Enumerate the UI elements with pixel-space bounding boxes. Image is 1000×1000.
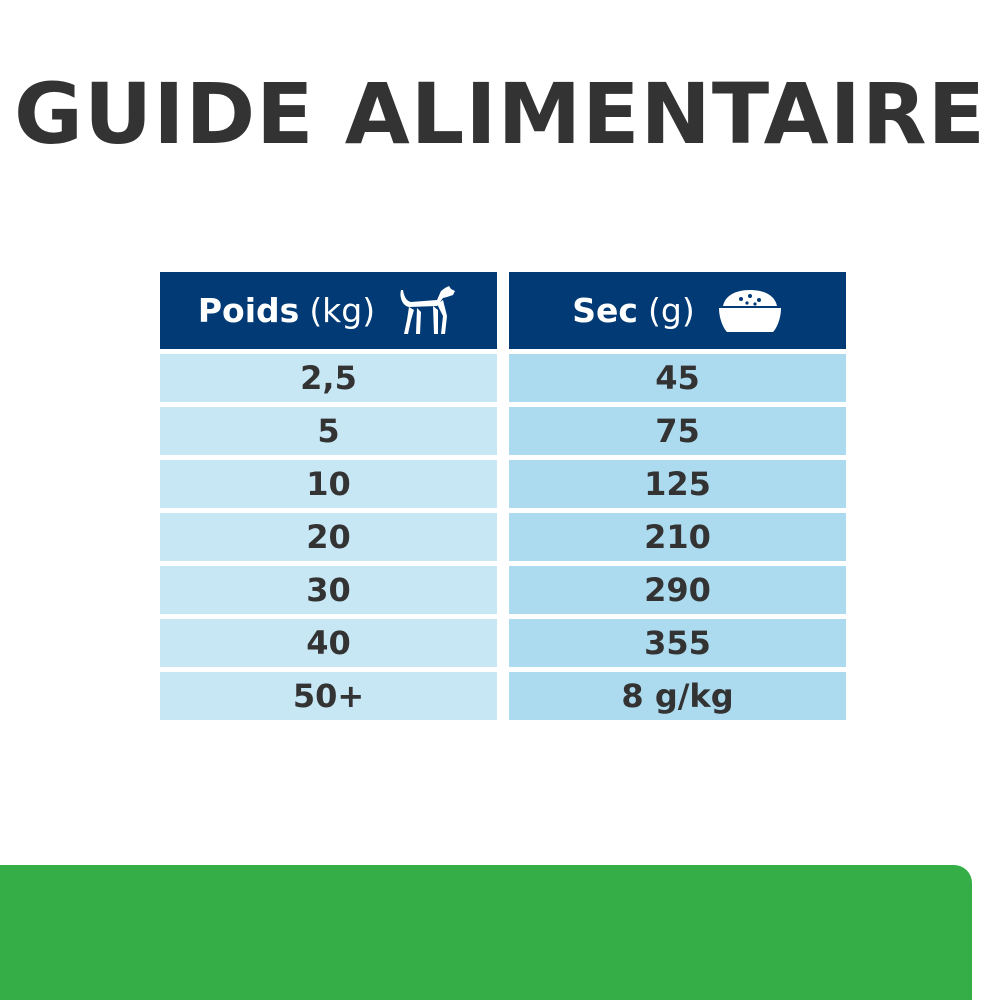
header-dry-unit: (g) — [648, 291, 695, 330]
table-row: 2,5 45 — [160, 354, 846, 402]
dry-cell: 8 g/kg — [509, 672, 846, 720]
dry-cell: 45 — [509, 354, 846, 402]
header-weight-unit: (kg) — [309, 291, 376, 330]
weight-cell: 50+ — [160, 672, 497, 720]
footer-band — [0, 865, 972, 1000]
dry-cell: 75 — [509, 407, 846, 455]
header-weight: Poids (kg) — [160, 272, 497, 349]
header-dry-label: Sec — [572, 291, 638, 330]
table-row: 30 290 — [160, 566, 846, 614]
dry-cell: 290 — [509, 566, 846, 614]
table-row: 20 210 — [160, 513, 846, 561]
table-row: 5 75 — [160, 407, 846, 455]
table-row: 10 125 — [160, 460, 846, 508]
table-row: 50+ 8 g/kg — [160, 672, 846, 720]
header-weight-label: Poids — [197, 291, 300, 330]
weight-cell: 2,5 — [160, 354, 497, 402]
weight-cell: 5 — [160, 407, 497, 455]
weight-cell: 10 — [160, 460, 497, 508]
page-title: GUIDE ALIMENTAIRE — [14, 65, 986, 163]
header-dry: Sec (g) — [509, 272, 846, 349]
weight-cell: 30 — [160, 566, 497, 614]
food-bowl-icon — [718, 289, 781, 332]
dry-cell: 355 — [509, 619, 846, 667]
table-row: 40 355 — [160, 619, 846, 667]
dry-cell: 125 — [509, 460, 846, 508]
weight-cell: 40 — [160, 619, 497, 667]
dry-cell: 210 — [509, 513, 846, 561]
weight-cell: 20 — [160, 513, 497, 561]
feeding-table: Poids (kg) Sec (g) 2,5 45 5 75 10 125 20 210… — [160, 272, 846, 725]
table-header: Poids (kg) Sec (g) — [160, 272, 846, 349]
dog-icon — [400, 285, 456, 334]
